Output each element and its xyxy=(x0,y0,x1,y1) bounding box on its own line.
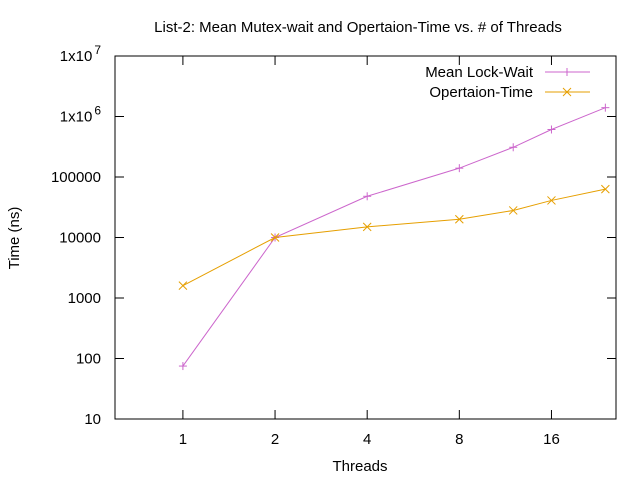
data-point xyxy=(270,233,280,242)
y-tick-label-exponent: 6 xyxy=(94,104,101,118)
data-point xyxy=(509,143,518,152)
marker-stroke xyxy=(178,281,188,291)
x-axis: 1 2 4 8 16 xyxy=(179,56,560,448)
data-point xyxy=(362,222,372,232)
legend-label: Opertaion-Time xyxy=(429,84,533,101)
plot-frame xyxy=(114,55,617,420)
marker-stroke xyxy=(270,233,280,242)
y-tick-label-base: 100000 xyxy=(51,169,101,186)
marker-stroke xyxy=(547,196,556,205)
x-tick-label: 8 xyxy=(455,431,463,448)
legend-label: Mean Lock-Wait xyxy=(425,64,534,81)
y-tick-label-base: 1000 xyxy=(68,290,101,307)
chart-title: List-2: Mean Mutex-wait and Opertaion-Ti… xyxy=(154,19,562,36)
y-tick-label-base: 10 xyxy=(84,411,101,428)
x-axis-label: Threads xyxy=(332,458,387,475)
marker-stroke xyxy=(601,184,610,194)
data-point xyxy=(178,281,188,291)
data-point xyxy=(455,164,464,173)
y-tick-label-base: 10000 xyxy=(59,230,101,247)
y-tick-label: 10 xyxy=(84,411,101,428)
series-layer xyxy=(178,103,610,371)
y-tick-label: 100000 xyxy=(51,169,101,186)
y-tick-label-base: 100 xyxy=(76,351,101,368)
y-tick-label-base: 1x10 xyxy=(60,109,93,126)
x-tick-label: 1 xyxy=(179,431,187,448)
y-tick-label: 1x10 7 xyxy=(60,43,102,65)
legend-marker xyxy=(562,87,572,97)
series-mean-lock-wait xyxy=(178,103,610,371)
marker-stroke xyxy=(562,87,572,97)
data-point xyxy=(178,362,187,371)
data-point xyxy=(508,206,518,215)
y-axis-label: Time (ns) xyxy=(6,207,23,270)
y-tick-label: 1000 xyxy=(68,290,101,307)
data-point xyxy=(547,125,556,134)
x-tick-label: 2 xyxy=(271,431,279,448)
y-tick-label: 100 xyxy=(76,351,101,368)
legend: Mean Lock-Wait Opertaion-Time xyxy=(425,64,590,101)
data-point xyxy=(454,214,464,224)
data-point xyxy=(363,192,372,201)
marker-stroke xyxy=(508,206,518,215)
data-point xyxy=(547,196,556,205)
x-tick-label: 4 xyxy=(363,431,371,448)
data-point xyxy=(601,103,610,112)
series-line xyxy=(182,107,606,367)
data-point xyxy=(601,184,610,194)
series-line xyxy=(182,188,606,287)
y-tick-label-exponent: 7 xyxy=(94,43,101,57)
legend-marker xyxy=(563,68,571,76)
y-tick-label: 1x10 6 xyxy=(60,104,102,126)
marker-stroke xyxy=(362,222,372,232)
series-opertaion-time xyxy=(178,184,610,291)
x-tick-label: 16 xyxy=(543,431,560,448)
y-tick-label-base: 1x10 xyxy=(60,48,93,65)
marker-stroke xyxy=(454,214,464,224)
y-tick-label: 10000 xyxy=(59,230,101,247)
